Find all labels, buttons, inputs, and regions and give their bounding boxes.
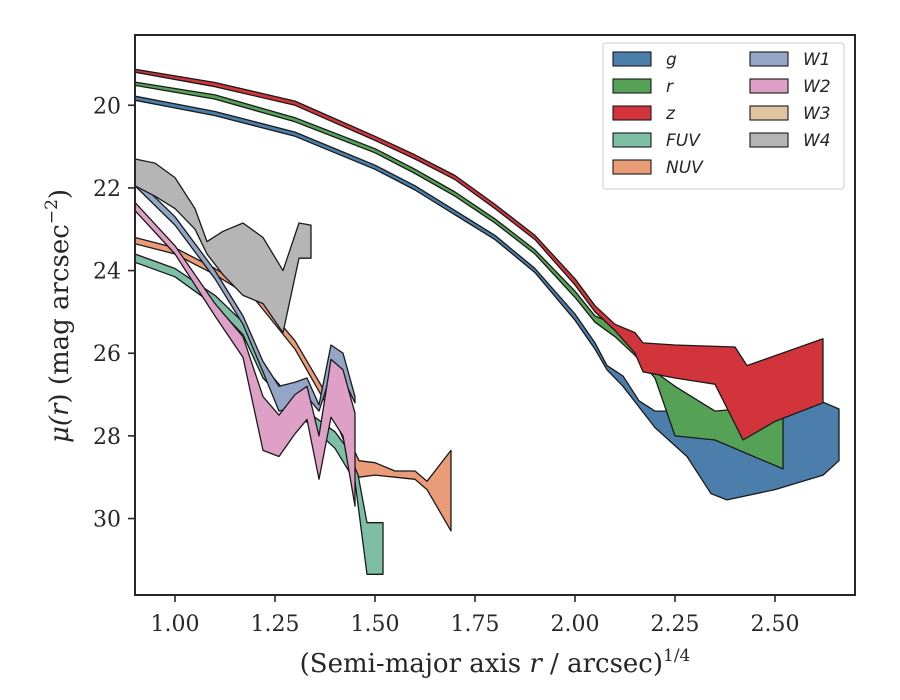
legend-swatch-w4 <box>749 132 789 148</box>
band-w1 <box>135 176 356 412</box>
band-r <box>135 81 784 470</box>
x-tick-label: 2.25 <box>651 612 700 637</box>
plot-frame <box>134 34 856 596</box>
legend-label-nuv: NUV <box>666 158 704 178</box>
band-w2 <box>135 201 356 507</box>
band-z <box>135 68 824 441</box>
x-tick-label: 2.50 <box>751 612 800 637</box>
y-tick-label: 20 <box>93 94 121 119</box>
band-w4 <box>135 158 312 334</box>
legend-label-w2: W2 <box>803 77 831 97</box>
x-axis-label: (Semi-major axis r / arcsec)1/4 <box>300 646 691 679</box>
legend-swatch-w3 <box>749 105 789 121</box>
legend-label-r: r <box>666 77 674 97</box>
y-tick-label: 30 <box>93 508 121 533</box>
x-tick-label: 1.25 <box>251 612 300 637</box>
y-axis-label: μ(r) (mag arcsec−2) <box>42 189 75 443</box>
legend-label-g: g <box>666 50 677 70</box>
legend-swatch-r <box>612 78 652 94</box>
legend-label-w1: W1 <box>803 50 831 70</box>
x-axis: 1.00 1.25 1.50 1.75 2.00 2.25 2.50 <box>151 595 800 637</box>
legend-swatch-g <box>612 51 652 67</box>
plot-area <box>135 68 840 575</box>
legend-label-w3: W3 <box>803 104 831 124</box>
legend-swatch-nuv <box>612 159 652 175</box>
x-tick-label: 1.75 <box>451 612 500 637</box>
legend: grz FUV NUV W1 W2 W3 W4 <box>602 42 845 190</box>
y-axis: 20 22 24 26 28 30 <box>93 94 135 533</box>
legend-label-fuv: FUV <box>666 131 701 151</box>
legend-swatch-fuv <box>612 132 652 148</box>
y-tick-label: 28 <box>93 425 121 450</box>
legend-swatch-z <box>612 105 652 121</box>
legend-swatch-w2 <box>749 78 789 94</box>
x-tick-label: 2.00 <box>551 612 600 637</box>
legend-label-z: z <box>665 104 676 124</box>
y-tick-label: 24 <box>93 260 121 285</box>
y-tick-label: 22 <box>93 177 121 202</box>
legend-swatch-w1 <box>749 51 789 67</box>
x-tick-label: 1.00 <box>151 612 200 637</box>
x-tick-label: 1.50 <box>351 612 400 637</box>
y-tick-label: 26 <box>93 342 121 367</box>
legend-label-w4: W4 <box>803 131 831 151</box>
